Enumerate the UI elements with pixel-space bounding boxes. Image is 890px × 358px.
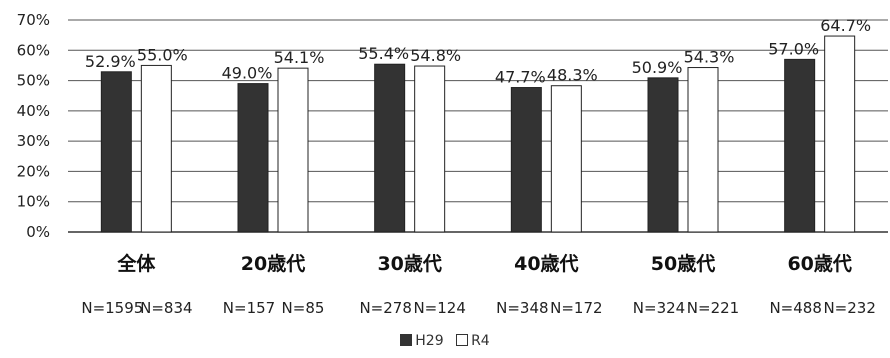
data-label-r4: 54.1%	[274, 48, 325, 67]
bar-h29	[237, 83, 269, 233]
data-label-r4: 54.8%	[410, 46, 461, 65]
y-tick-label: 20%	[17, 162, 50, 180]
bars	[100, 35, 856, 233]
bar-h29	[100, 71, 132, 233]
n-label-r4: N=232	[823, 299, 875, 317]
y-axis: 0% 10% 20% 30% 40% 50% 60% 70%	[17, 11, 50, 241]
category-labels: 全体 20歳代 30歳代 40歳代 50歳代 60歳代	[116, 252, 852, 275]
bar-r4	[414, 65, 446, 233]
legend-swatch-r4	[456, 334, 469, 346]
legend-item-r4: R4	[456, 333, 490, 349]
y-tick-label: 70%	[17, 11, 50, 29]
category-label: 60歳代	[787, 253, 851, 275]
y-tick-label: 30%	[17, 132, 50, 150]
n-label-h29: N=348	[496, 299, 548, 317]
y-tick-label: 60%	[17, 41, 50, 59]
legend-item-h29: H29	[400, 333, 444, 349]
data-label-h29: 50.9%	[632, 58, 683, 77]
gridlines	[68, 19, 888, 233]
n-label-r4: N=124	[413, 299, 465, 317]
bar-h29	[374, 63, 406, 233]
n-label-h29: N=278	[359, 299, 411, 317]
legend-label-h29: H29	[415, 333, 444, 349]
data-label-h29: 49.0%	[222, 64, 273, 83]
data-label-r4: 55.0%	[137, 45, 188, 64]
data-label-h29: 55.4%	[358, 44, 409, 63]
n-label-h29: N=324	[633, 299, 685, 317]
legend-label-r4: R4	[471, 333, 490, 349]
data-label-r4: 54.3%	[684, 48, 735, 67]
bar-r4	[687, 67, 719, 233]
y-tick-label: 50%	[17, 72, 50, 90]
category-label: 30歳代	[377, 253, 441, 275]
bar-r4	[140, 64, 172, 233]
data-labels: 52.9% 55.0% 49.0%54.1% 55.4% 54.8% 47.7% 48.3%…	[85, 16, 871, 86]
data-label-r4: 64.7%	[820, 16, 871, 35]
n-label-r4: N=172	[550, 299, 602, 317]
bar-r4	[277, 67, 309, 233]
category-label: 50歳代	[651, 253, 715, 275]
data-label-r4: 48.3%	[547, 66, 598, 85]
category-label: 20歳代	[241, 253, 305, 275]
n-label-r4: N=85	[282, 299, 325, 317]
bar-h29	[647, 77, 679, 233]
n-label-h29: N=488	[769, 299, 821, 317]
bar-h29	[784, 58, 816, 233]
bar-r4	[824, 35, 856, 233]
y-tick-label: 0%	[26, 223, 50, 241]
n-label-r4: N=221	[687, 299, 739, 317]
category-label: 全体	[116, 252, 156, 275]
bar-r4	[550, 85, 582, 233]
legend: H29 R4	[0, 333, 890, 349]
n-label-h29: N=157	[223, 299, 275, 317]
data-label-h29: 52.9%	[85, 52, 136, 71]
n-label-h29: N=1595	[81, 299, 143, 317]
category-label: 40歳代	[514, 253, 578, 275]
legend-swatch-h29	[400, 334, 413, 346]
bar-h29	[510, 87, 542, 233]
data-label-h29: 47.7%	[495, 68, 546, 87]
y-tick-label: 40%	[17, 102, 50, 120]
data-label-h29: 57.0%	[768, 39, 819, 58]
bar-chart: 0%10%20%30%40%50%60%70% 52.9% 55.0%49.0%5…	[17, 11, 888, 317]
n-label-r4: N=834	[140, 299, 192, 317]
y-tick-label: 10%	[17, 193, 50, 211]
